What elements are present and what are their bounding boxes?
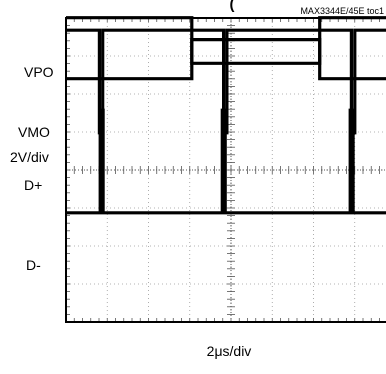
trace-vmo [66, 37, 386, 81]
channel-label-dplus: D+ [24, 177, 42, 193]
scope-traces [66, 16, 386, 215]
channel-label-vmo: VMO [18, 124, 50, 140]
channel-label-dminus: D- [26, 257, 41, 273]
plot-frame [65, 17, 386, 323]
scale-label: 2V/div [10, 149, 49, 165]
channel-label-vpo: VPO [24, 64, 54, 80]
trace-dminus [66, 108, 386, 215]
time-scale-label: 2μs/div [207, 343, 252, 359]
chart-title: ( [230, 0, 235, 13]
figure-tag: MAX3344E/45E toc1 [300, 6, 384, 16]
